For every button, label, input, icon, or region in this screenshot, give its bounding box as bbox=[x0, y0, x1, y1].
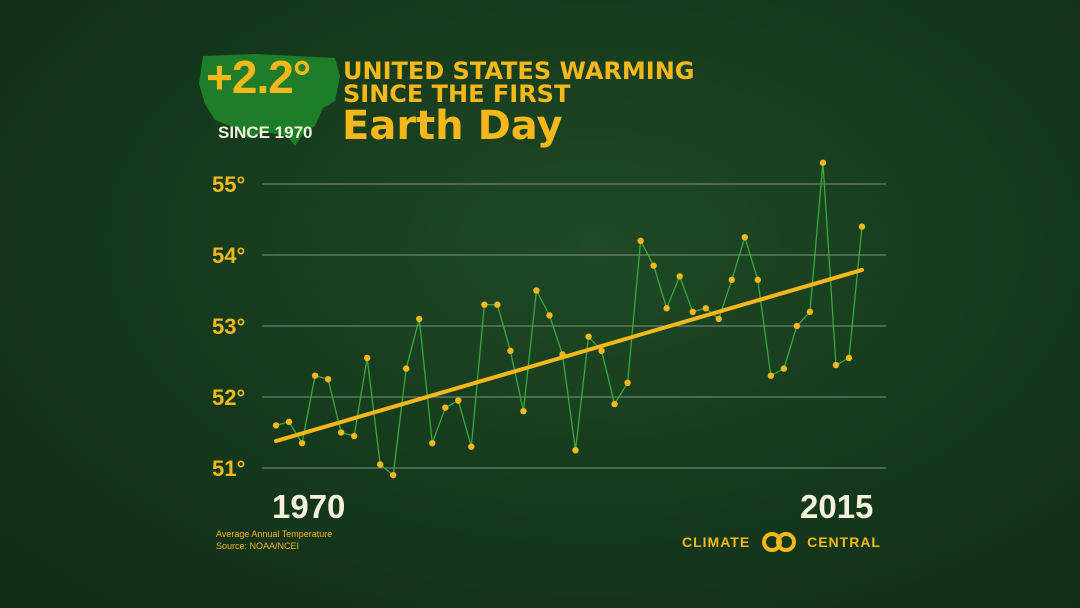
data-point bbox=[272, 422, 280, 429]
data-point bbox=[494, 301, 501, 308]
data-point bbox=[585, 333, 592, 340]
note-line-2: Source: NOAA/NCEI bbox=[216, 541, 300, 551]
data-point bbox=[598, 347, 605, 355]
headline-line-1: UNITED STATES WARMING bbox=[343, 57, 695, 85]
data-point bbox=[337, 429, 345, 436]
y-tick-label: 53° bbox=[212, 314, 245, 339]
headline-earth-day: Earth Day bbox=[342, 103, 563, 149]
data-point bbox=[715, 315, 722, 323]
headline-line-2: SINCE THE FIRST bbox=[343, 80, 571, 108]
data-point bbox=[285, 418, 293, 426]
logo-left-text: CLIMATE bbox=[682, 534, 751, 550]
data-point bbox=[376, 461, 384, 468]
data-point bbox=[311, 372, 319, 379]
data-point bbox=[403, 365, 410, 372]
data-point bbox=[767, 372, 775, 379]
data-point bbox=[298, 439, 306, 447]
data-point bbox=[455, 397, 462, 404]
data-point bbox=[350, 432, 358, 440]
y-tick-label: 55° bbox=[212, 172, 245, 197]
x-start-label: 1970 bbox=[272, 488, 346, 525]
data-point bbox=[546, 312, 553, 319]
data-point bbox=[754, 276, 762, 284]
data-point bbox=[416, 315, 423, 323]
data-point bbox=[689, 308, 696, 315]
data-point bbox=[819, 159, 827, 166]
climate-central-logo: CLIMATE CENTRAL bbox=[682, 531, 881, 553]
data-point bbox=[442, 404, 449, 411]
data-point bbox=[533, 287, 540, 294]
source-note: Average Annual Temperature Source: NOAA/… bbox=[216, 528, 332, 552]
data-point bbox=[741, 234, 748, 241]
data-point bbox=[650, 262, 657, 269]
data-point bbox=[324, 376, 332, 383]
note-line-1: Average Annual Temperature bbox=[216, 529, 333, 539]
logo-rings-icon bbox=[761, 532, 796, 552]
y-tick-label: 52° bbox=[212, 385, 245, 410]
data-point bbox=[832, 361, 840, 369]
y-tick-label: 54° bbox=[212, 243, 245, 268]
data-point bbox=[702, 305, 709, 312]
data-point bbox=[507, 347, 514, 355]
data-point bbox=[611, 400, 618, 408]
trend-line bbox=[274, 267, 864, 444]
temperature-change: +2.2° bbox=[206, 51, 311, 103]
since-label: SINCE 1970 bbox=[218, 123, 313, 142]
usa-map-icon bbox=[199, 54, 340, 146]
data-point bbox=[676, 273, 683, 280]
data-point bbox=[390, 471, 397, 479]
data-point bbox=[793, 322, 801, 330]
data-point bbox=[363, 354, 371, 362]
data-point bbox=[728, 276, 735, 284]
data-point bbox=[858, 223, 866, 230]
data-point bbox=[520, 408, 527, 415]
data-point bbox=[429, 439, 436, 447]
temperature-series-line bbox=[275, 162, 863, 477]
data-point bbox=[624, 379, 631, 386]
data-point bbox=[572, 447, 579, 454]
data-point bbox=[663, 305, 670, 312]
data-point bbox=[806, 308, 814, 315]
data-point bbox=[637, 237, 644, 244]
logo-right-text: CENTRAL bbox=[807, 534, 881, 550]
data-point bbox=[481, 301, 488, 308]
data-point bbox=[468, 443, 475, 450]
data-point bbox=[845, 354, 853, 362]
y-tick-label: 51° bbox=[212, 456, 245, 481]
x-end-label: 2015 bbox=[800, 488, 874, 525]
data-point bbox=[559, 351, 566, 358]
data-point bbox=[780, 365, 788, 372]
